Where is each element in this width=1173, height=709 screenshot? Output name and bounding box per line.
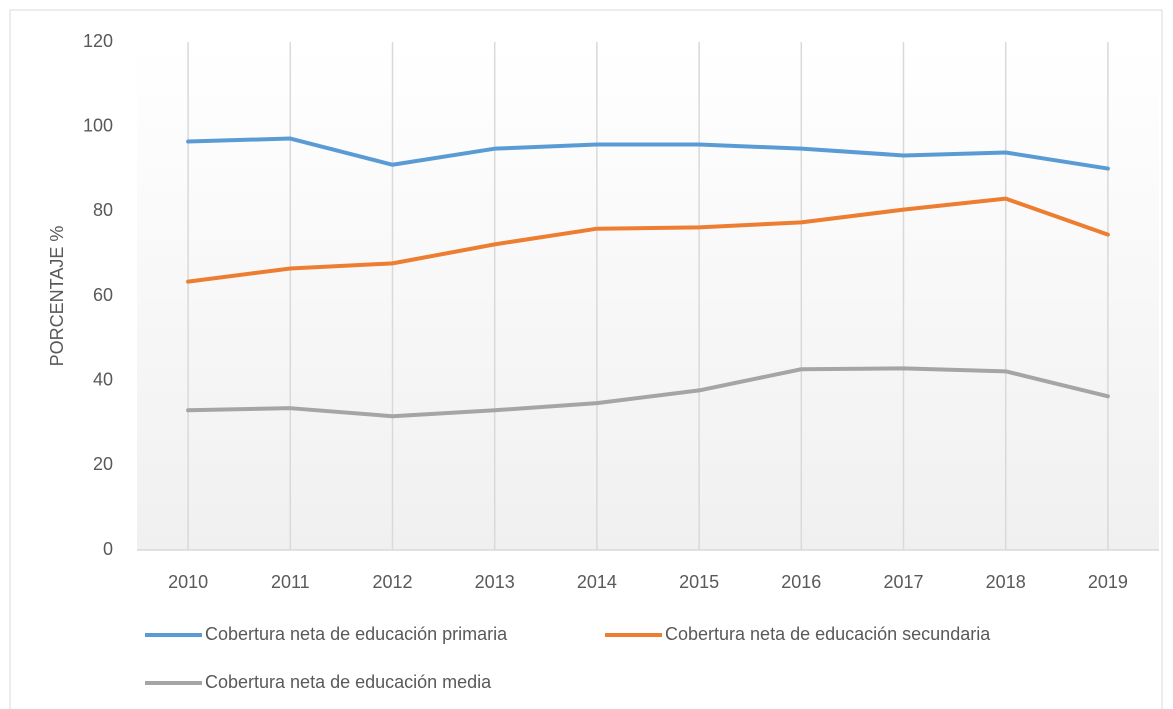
y-tick-label: 80 bbox=[93, 200, 113, 220]
data-line bbox=[186, 136, 1110, 171]
x-tick-label: 2014 bbox=[577, 572, 617, 592]
y-tick-label: 40 bbox=[93, 369, 113, 389]
x-tick-label: 2018 bbox=[986, 572, 1026, 592]
y-tick-label: 0 bbox=[103, 539, 113, 559]
chart-border bbox=[9, 9, 1163, 709]
x-tick-label: 2013 bbox=[475, 572, 515, 592]
x-tick-label: 2015 bbox=[679, 572, 719, 592]
y-tick-label: 20 bbox=[93, 454, 113, 474]
x-tick-label: 2016 bbox=[781, 572, 821, 592]
x-tick-label: 2011 bbox=[271, 572, 310, 592]
legend-label: Cobertura neta de educación media bbox=[205, 672, 492, 692]
y-axis-label: PORCENTAJE % bbox=[47, 226, 67, 367]
x-tick-label: 2019 bbox=[1088, 572, 1128, 592]
y-tick-label: 120 bbox=[83, 31, 113, 51]
legend-label: Cobertura neta de educación primaria bbox=[205, 624, 508, 644]
x-tick-label: 2017 bbox=[883, 572, 923, 592]
data-line bbox=[186, 196, 1110, 284]
legend-label: Cobertura neta de educación secundaria bbox=[665, 624, 991, 644]
y-tick-label: 100 bbox=[83, 115, 113, 135]
x-tick-label: 2010 bbox=[168, 572, 208, 592]
plot-background bbox=[137, 42, 1159, 550]
data-line bbox=[186, 366, 1110, 419]
x-tick-label: 2012 bbox=[372, 572, 412, 592]
y-tick-label: 60 bbox=[93, 285, 113, 305]
